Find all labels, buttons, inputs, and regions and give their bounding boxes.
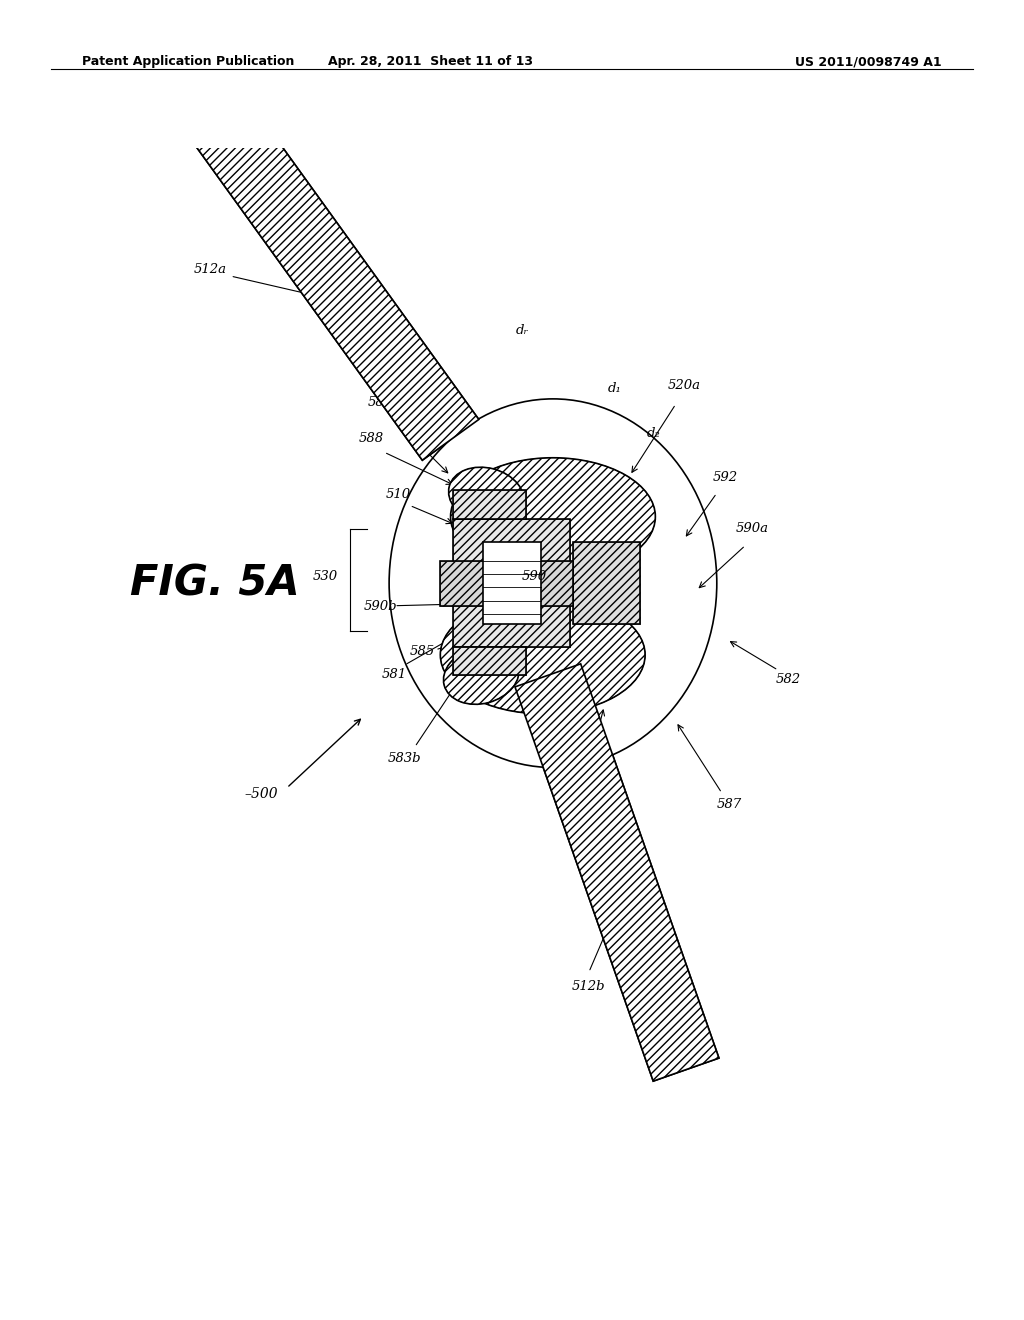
Text: 581: 581: [382, 668, 407, 681]
Text: 520a: 520a: [668, 379, 700, 392]
Text: US 2011/0098749 A1: US 2011/0098749 A1: [796, 55, 942, 69]
Text: d₁: d₁: [607, 381, 622, 395]
Bar: [453, 519, 570, 647]
Bar: [483, 543, 541, 624]
Text: 590a: 590a: [736, 521, 769, 535]
Text: 582: 582: [776, 672, 801, 685]
Text: 530: 530: [312, 570, 338, 583]
Text: 590b: 590b: [365, 599, 397, 612]
Text: –500: –500: [245, 787, 278, 801]
Bar: [453, 647, 526, 676]
Bar: [573, 543, 640, 624]
Text: dᵣ: dᵣ: [516, 325, 528, 338]
Ellipse shape: [449, 467, 524, 525]
Text: 592: 592: [713, 471, 737, 484]
Text: FIG. 5A: FIG. 5A: [130, 562, 300, 605]
Polygon shape: [515, 664, 719, 1081]
Text: 590: 590: [522, 570, 547, 583]
Text: 588: 588: [359, 432, 384, 445]
Bar: [453, 519, 570, 647]
Bar: [573, 543, 640, 624]
Text: 587: 587: [717, 799, 741, 812]
Bar: [453, 490, 526, 519]
Text: 510: 510: [386, 488, 411, 502]
Ellipse shape: [440, 597, 645, 714]
Bar: [453, 647, 526, 676]
Polygon shape: [197, 107, 479, 461]
Polygon shape: [515, 664, 719, 1081]
Text: 520b: 520b: [572, 775, 605, 788]
Bar: [440, 561, 573, 606]
Ellipse shape: [443, 647, 519, 705]
Text: 512a: 512a: [194, 263, 226, 276]
Ellipse shape: [389, 399, 717, 767]
Bar: [453, 490, 526, 519]
Polygon shape: [197, 107, 479, 461]
Text: 585: 585: [410, 645, 434, 657]
Text: Apr. 28, 2011  Sheet 11 of 13: Apr. 28, 2011 Sheet 11 of 13: [328, 55, 532, 69]
Text: 583b: 583b: [388, 752, 421, 766]
Text: 512b: 512b: [572, 979, 605, 993]
Bar: [440, 561, 573, 606]
Text: 583a: 583a: [368, 396, 400, 409]
Text: d₂: d₂: [646, 426, 660, 440]
Text: Patent Application Publication: Patent Application Publication: [82, 55, 294, 69]
Ellipse shape: [451, 458, 655, 576]
